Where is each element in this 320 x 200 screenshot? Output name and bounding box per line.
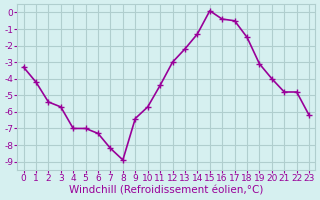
X-axis label: Windchill (Refroidissement éolien,°C): Windchill (Refroidissement éolien,°C) [69,186,263,196]
